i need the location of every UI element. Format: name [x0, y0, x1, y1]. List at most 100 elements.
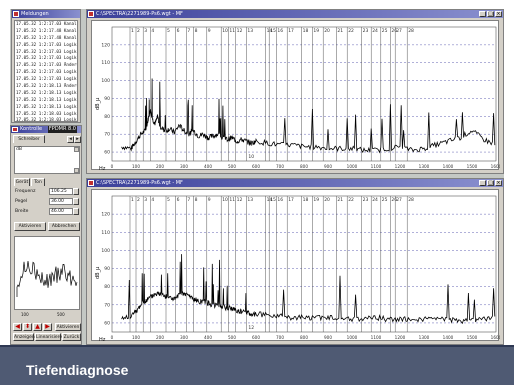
list-item[interactable]: 17.05.32 1:2:18.13 Logik p: [16, 96, 78, 102]
x-tick-label: 500: [228, 164, 236, 169]
aktivieren-button[interactable]: Aktivieren: [14, 222, 46, 231]
spectrum-top-plot[interactable]: 60 70 80 90 100 110 120 0 100 200 300 400 500 600 700 8…: [91, 20, 500, 170]
spectrum-top-titlebar[interactable]: C:\SPECTRA\2271989-Ps6.wgt - MF _ □ ×: [87, 10, 503, 18]
message-list[interactable]: 17.05.32 1:2:17.03 Kanal 3 17.05.32 1:2:1…: [14, 20, 78, 122]
arrow-down-red-icon[interactable]: ⬍: [23, 323, 32, 331]
scroll-right-button[interactable]: ▸: [74, 136, 81, 143]
list-item[interactable]: 17.05.32 1:2:17.03 Logik p: [16, 41, 78, 47]
x-tick-label: 100: [132, 164, 140, 169]
list-item[interactable]: 17.05.32 1:2:18.03 Logik p: [16, 117, 78, 122]
channel-number: 21: [337, 28, 343, 34]
scroll-left-button[interactable]: ◂: [67, 136, 74, 143]
spectrum-window-bottom: C:\SPECTRA\2271989-Ps6.wgt - MF _ □ × 60 70…: [86, 178, 504, 345]
x-tick-label: 1400: [443, 335, 454, 340]
arrow-up-red-icon[interactable]: ▲: [33, 323, 42, 331]
peak-label: 10: [248, 154, 254, 160]
window-menu-icon[interactable]: [13, 11, 19, 17]
channel-number: 14: [267, 197, 273, 203]
y-tick-label: 110: [101, 230, 110, 236]
x-tick-label: 300: [180, 335, 188, 340]
list-item[interactable]: 17.05.32 1:2:17.03 Logik p: [16, 55, 78, 61]
peak-label: 12: [248, 325, 254, 331]
control-window: Kontrolle FPDMR 8.0 Schreiber ◂ ▸ dB Ger…: [10, 125, 82, 345]
mini-spectrum-preview: [14, 236, 80, 310]
label-frequenz: Frequenz: [15, 189, 36, 194]
list-item[interactable]: 17.05.32 1:2:17.03 Logik p: [16, 48, 78, 54]
x-tick-label: 1000: [347, 335, 358, 340]
tab-geraet[interactable]: Gerät: [14, 178, 30, 186]
list-item[interactable]: 17.05.32 1:2:17.48 Kanal 4: [16, 27, 78, 33]
x-tick-label: 800: [300, 164, 308, 169]
control-titlebar[interactable]: Kontrolle FPDMR 8.0: [11, 126, 81, 133]
channel-number: 1: [131, 28, 134, 34]
channel-number: 2: [137, 28, 140, 34]
spectrum-trace: [121, 254, 496, 325]
x-tick-label: 400: [204, 335, 212, 340]
messages-titlebar[interactable]: Meldungen: [12, 10, 80, 18]
x-tick-label: 1300: [419, 164, 430, 169]
breite-input[interactable]: 46.00: [49, 208, 73, 215]
list-item[interactable]: 17.05.32 1:2:18.13 Logik p: [16, 103, 78, 109]
maximize-button[interactable]: □: [487, 180, 494, 186]
channel-number: 23: [363, 197, 369, 203]
arrow-right-red-icon[interactable]: ▶: [43, 323, 52, 331]
zurueck-button[interactable]: Zurück: [62, 333, 81, 341]
list-scroll-down-icon[interactable]: [74, 168, 79, 173]
spectrum-top-title: C:\SPECTRA\2271989-Ps6.wgt - MF: [96, 11, 183, 17]
minimize-button[interactable]: _: [479, 11, 486, 17]
messages-title: Meldungen: [21, 11, 49, 17]
channel-number: 1: [131, 197, 134, 203]
channel-number: 15: [270, 197, 276, 203]
frequenz-input[interactable]: 106.25: [49, 188, 73, 195]
label-pegel: Pegel: [15, 199, 28, 204]
list-item[interactable]: 17.05.32 1:2:18.13 Änderun: [16, 83, 78, 89]
y-tick-label: 120: [101, 42, 110, 48]
spectrum-top-xlabel: Hz: [99, 166, 106, 172]
linearisieren-button[interactable]: Linearisieren: [35, 333, 65, 341]
pegel-stepper[interactable]: [73, 198, 79, 205]
list-scroll-up-icon[interactable]: [74, 147, 79, 152]
channel-number: 27: [396, 28, 402, 34]
frequenz-stepper[interactable]: [73, 188, 79, 195]
x-tick-label: 900: [324, 335, 332, 340]
list-item[interactable]: 17.05.32 1:2:17.03 Kanal 3: [16, 21, 78, 26]
breite-stepper[interactable]: [73, 208, 79, 215]
x-tick-label: 200: [156, 335, 164, 340]
list-item[interactable]: 17.05.32 1:2:17.48 Kanal 4: [16, 34, 78, 40]
spectrum-bottom-titlebar[interactable]: C:\SPECTRA\2271989-Ps6.wgt - MF _ □ ×: [87, 179, 503, 187]
maximize-button[interactable]: □: [487, 11, 494, 17]
list-item[interactable]: 17.05.32 1:2:17.03 Logik Lo: [16, 76, 78, 82]
channel-number: 12: [237, 28, 243, 34]
window-menu-icon[interactable]: [88, 180, 94, 186]
channel-number: 28: [408, 28, 414, 34]
abbrechen-button[interactable]: Abbrechen: [48, 222, 80, 231]
tab-schreiber[interactable]: Schreiber: [13, 135, 45, 143]
list-item[interactable]: 17.05.32 1:2:17.03 Änderun: [16, 62, 78, 68]
list-item[interactable]: 17.05.32 1:2:17.03 Logik p: [16, 69, 78, 75]
y-tick-label: 100: [101, 78, 110, 84]
channel-number: 7: [187, 197, 190, 203]
x-tick-label: 1000: [347, 164, 358, 169]
close-button[interactable]: ×: [495, 180, 502, 186]
y-tick-label: 60: [104, 320, 110, 326]
minimize-button[interactable]: _: [479, 180, 486, 186]
y-tick-label: 70: [104, 302, 110, 308]
channel-number: 18: [303, 197, 309, 203]
window-menu-icon[interactable]: [12, 127, 18, 132]
tab-ton[interactable]: Ton: [31, 178, 45, 186]
aktivieren-small-button[interactable]: Aktivieren: [55, 323, 81, 331]
list-item[interactable]: 17.05.32 1:2:18.13 Logik p: [16, 89, 78, 95]
x-tick-label: 1600: [491, 335, 500, 340]
window-menu-icon[interactable]: [88, 11, 94, 17]
y-tick-label: 80: [104, 114, 110, 120]
pegel-input[interactable]: 36.00: [49, 198, 73, 205]
list-item[interactable]: 17.05.32 1:2:18.03 Logik p: [16, 110, 78, 116]
trace-list[interactable]: dB: [14, 146, 80, 174]
arrow-left-red-icon[interactable]: ◀: [13, 323, 22, 331]
spectrum-bottom-plot[interactable]: 60 70 80 90 100 110 120 0 100 200 300 400 500 600 700 8…: [91, 189, 500, 341]
close-button[interactable]: ×: [495, 11, 502, 17]
channel-number: 19: [313, 28, 319, 34]
channel-number: 20: [324, 28, 330, 34]
spectrum-top-ylabel: dB_µ: [95, 97, 101, 110]
anzeigen-button[interactable]: Anzeigen: [13, 333, 35, 341]
